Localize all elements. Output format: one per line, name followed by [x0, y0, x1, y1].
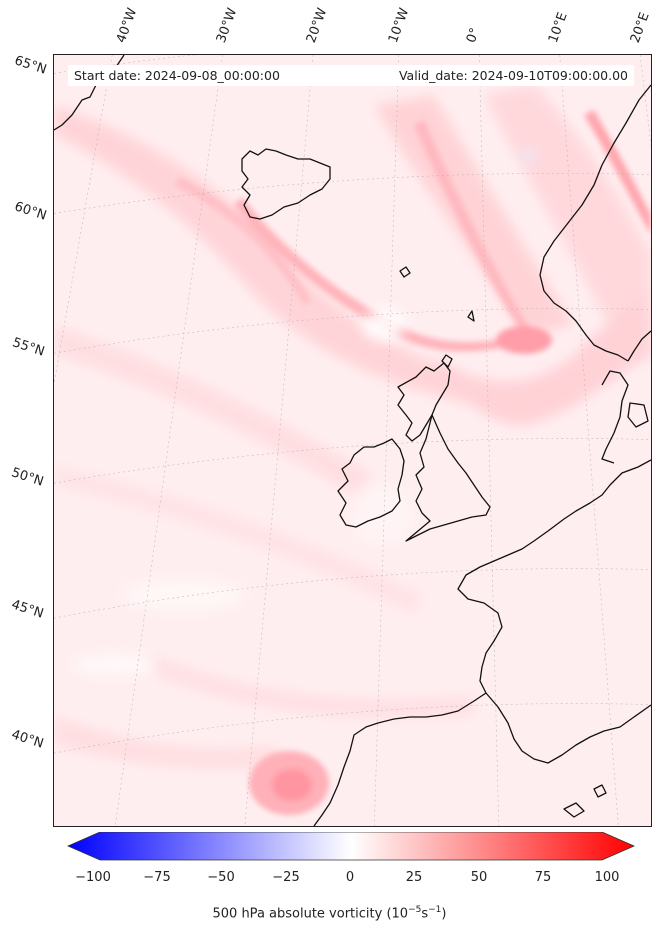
lon-label-30w: 30°W: [213, 6, 241, 45]
start-date-label: Start date: 2024-09-08_00:00:00: [74, 68, 280, 83]
colorbar-tick: 0: [345, 870, 355, 885]
colorbar-tick: 75: [534, 870, 552, 885]
lat-label-50n: 50°N: [9, 465, 46, 490]
colorbar-label: 500 hPa absolute vorticity (10−5s−1): [212, 905, 447, 922]
colorbar-tick: −100: [75, 870, 111, 885]
colorbar-tick: 100: [594, 870, 620, 885]
colorbar-tick: −75: [143, 870, 171, 885]
lon-label-20w: 20°W: [303, 6, 331, 45]
lon-label-0: 0°: [463, 25, 484, 45]
lat-label-45n: 45°N: [9, 597, 46, 622]
colorbar-body: [67, 832, 635, 861]
lat-label-65n: 65°N: [12, 53, 49, 78]
colorbar-tick: −25: [272, 870, 300, 885]
lat-label-55n: 55°N: [10, 335, 47, 360]
lon-label-10e: 10°E: [545, 10, 571, 46]
vorticity-field: [54, 55, 651, 826]
valid-date-label: Valid_date: 2024-09-10T09:00:00.00: [398, 68, 628, 83]
colorbar-tick: 25: [405, 870, 423, 885]
lon-label-10w: 10°W: [385, 6, 413, 45]
colorbar-tick: −50: [207, 870, 235, 885]
date-info-bar: Start date: 2024-09-08_00:00:00 Valid_da…: [68, 65, 634, 86]
lon-label-20e: 20°E: [627, 10, 653, 46]
lon-label-40w: 40°W: [113, 6, 141, 45]
lat-label-60n: 60°N: [12, 199, 49, 224]
colorbar: [67, 832, 635, 861]
lat-label-40n: 40°N: [9, 727, 46, 752]
map-panel: Start date: 2024-09-08_00:00:00 Valid_da…: [53, 54, 652, 827]
colorbar-tick: 50: [470, 870, 488, 885]
